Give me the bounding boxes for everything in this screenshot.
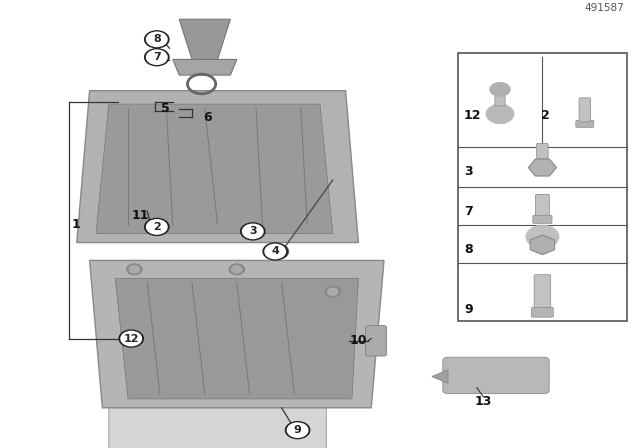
Circle shape [119,330,143,347]
Text: 7: 7 [464,205,473,218]
FancyBboxPatch shape [109,403,326,448]
Circle shape [145,49,169,66]
Text: 12: 12 [124,334,139,344]
Circle shape [229,264,244,275]
Polygon shape [77,90,358,242]
Circle shape [129,266,140,273]
Circle shape [486,104,514,124]
FancyBboxPatch shape [531,307,553,317]
Text: 5: 5 [161,102,170,115]
Circle shape [145,31,169,48]
Text: 3: 3 [249,226,257,237]
Text: 8: 8 [153,34,161,44]
Text: 12: 12 [464,109,481,122]
Polygon shape [432,370,448,383]
FancyBboxPatch shape [536,143,548,159]
FancyBboxPatch shape [534,275,550,315]
Text: 2: 2 [153,222,161,232]
Text: 4: 4 [271,246,279,257]
Circle shape [263,243,287,260]
Circle shape [243,224,263,238]
Circle shape [325,286,340,297]
FancyBboxPatch shape [535,194,549,222]
Circle shape [121,332,141,346]
FancyBboxPatch shape [532,215,552,224]
FancyBboxPatch shape [458,53,627,321]
Text: 6: 6 [204,111,212,124]
Circle shape [285,422,310,439]
Polygon shape [173,60,237,75]
Text: 10: 10 [349,334,367,347]
Polygon shape [96,104,333,233]
Polygon shape [115,278,358,399]
Polygon shape [530,235,555,254]
Circle shape [232,266,242,273]
Circle shape [127,264,142,275]
Circle shape [328,288,338,295]
Polygon shape [179,19,230,60]
FancyBboxPatch shape [495,90,505,106]
FancyBboxPatch shape [443,358,549,393]
Circle shape [287,423,308,437]
Circle shape [147,32,167,47]
Text: 491587: 491587 [584,3,624,13]
Circle shape [145,219,169,235]
Text: 1: 1 [71,218,80,231]
FancyBboxPatch shape [365,326,387,356]
Circle shape [265,244,285,258]
Circle shape [147,50,167,65]
Circle shape [147,220,167,234]
Circle shape [526,225,559,248]
FancyBboxPatch shape [576,120,594,127]
Polygon shape [528,159,557,176]
Text: 13: 13 [474,395,492,408]
Text: 3: 3 [464,165,472,178]
Text: 11: 11 [132,209,150,222]
Text: 7: 7 [153,52,161,62]
Text: 9: 9 [294,425,301,435]
Circle shape [490,82,510,96]
Circle shape [241,223,265,240]
FancyBboxPatch shape [579,98,591,122]
Polygon shape [90,260,384,408]
Text: 8: 8 [464,243,472,256]
Text: 2: 2 [541,109,550,122]
Text: 9: 9 [464,303,472,316]
